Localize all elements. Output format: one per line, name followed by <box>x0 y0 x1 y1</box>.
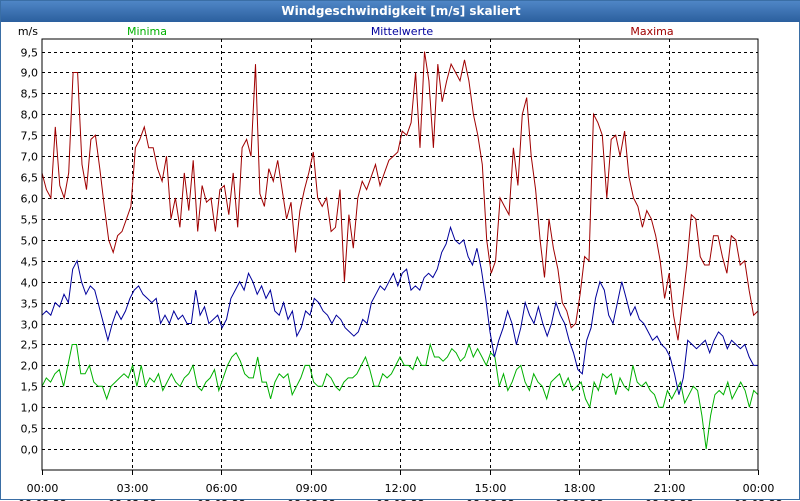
y-tick-label: 4,0 <box>21 277 39 290</box>
wind-speed-chart: Minima Mittelwerte Maxima 0,0 0,5 1,0 1,5 2,0 2… <box>18 25 783 501</box>
series-line-maxima <box>41 51 759 341</box>
y-tick-label: 4,5 <box>21 256 39 269</box>
x-tick-time: 15:00 <box>475 482 507 495</box>
y-tick-label: 6,0 <box>21 193 39 206</box>
x-tick-time: 06:00 <box>206 482 238 495</box>
y-tick-label: 9,5 <box>21 47 39 60</box>
legend-minima: Minima <box>127 25 167 38</box>
y-tick-label: 0,0 <box>21 444 39 457</box>
y-tick-label: 7,0 <box>21 151 39 164</box>
y-tick-label: 2,0 <box>21 360 39 373</box>
window-title: Windgeschwindigkeit [m/s] skaliert <box>1 1 800 22</box>
legend-maxima: Maxima <box>630 25 673 38</box>
y-tick-label: 6,5 <box>21 172 39 185</box>
y-tick-label: 2,5 <box>21 339 39 352</box>
x-tick-time: 00:00 <box>27 482 59 495</box>
x-tick-time: 12:00 <box>385 482 417 495</box>
legend-mittelwerte: Mittelwerte <box>371 25 434 38</box>
y-axis-unit: m/s <box>18 25 38 38</box>
x-tick-time: 18:00 <box>564 482 596 495</box>
series-line-mittelwerte <box>41 225 758 395</box>
y-tick-label: 8,0 <box>21 109 39 122</box>
series-line-minima <box>41 342 759 450</box>
y-tick-label: 1,5 <box>21 381 39 394</box>
y-tick-label: 3,5 <box>21 298 39 311</box>
y-tick-label: 5,5 <box>21 214 39 227</box>
y-tick-label: 1,0 <box>21 402 39 415</box>
y-tick-label: 3,0 <box>21 319 39 332</box>
x-tick-time: 03:00 <box>117 482 149 495</box>
x-tick-time: 09:00 <box>296 482 328 495</box>
y-tick-label: 9,0 <box>21 67 39 80</box>
y-tick-label: 7,5 <box>21 130 39 143</box>
y-tick-label: 5,0 <box>21 235 39 248</box>
x-tick-time: 21:00 <box>654 482 686 495</box>
y-tick-label: 8,5 <box>21 88 39 101</box>
x-tick-time: 00:00 <box>743 482 775 495</box>
y-tick-label: 0,5 <box>21 423 39 436</box>
